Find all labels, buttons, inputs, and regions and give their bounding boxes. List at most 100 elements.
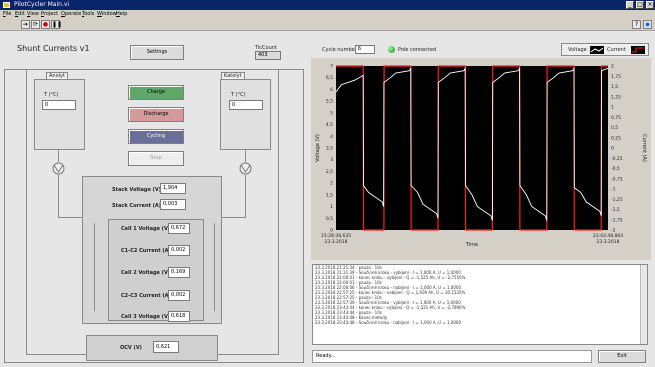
minimize-button[interactable]: _ bbox=[626, 1, 634, 9]
close-button[interactable]: × bbox=[646, 1, 654, 9]
y-tick-label: 0,5 bbox=[326, 216, 333, 222]
c2c3-current-value: 0,002 bbox=[168, 290, 190, 301]
cell-bus-left bbox=[94, 223, 95, 311]
y-tick-label: 4,5 bbox=[326, 122, 333, 128]
window-titlebar: PilotCycler Main.vi _ □ × bbox=[0, 0, 655, 10]
x-axis-label: Time bbox=[465, 242, 478, 248]
log-row: 23.3.2018 21:21:39 - Součinné kroku - vy… bbox=[315, 270, 461, 275]
y-tick-label: 1,5 bbox=[326, 192, 333, 198]
maximize-button[interactable]: □ bbox=[636, 1, 644, 9]
y-tick-label: 2 bbox=[330, 181, 333, 187]
pipe-right-return bbox=[278, 69, 279, 354]
pipe-left-mid bbox=[58, 175, 59, 217]
pipe-left-in bbox=[58, 217, 82, 218]
pipe-right-mid bbox=[245, 175, 246, 217]
cycle-number-label: Cycle number bbox=[322, 47, 357, 53]
pipe-right-in bbox=[222, 217, 246, 218]
help-icon[interactable]: ? bbox=[632, 20, 641, 29]
log-row: 23.3.2018 22:57:25 - konec kroku - nabíj… bbox=[315, 290, 466, 295]
event-log[interactable]: 23.3.2018 21:21:34 - pauza - 10s 23.3.201… bbox=[312, 264, 648, 345]
x-tick-end: 23:43:48,864 bbox=[593, 233, 623, 239]
tick-count-label: TicCount bbox=[255, 45, 277, 51]
menu-edit[interactable]: Edit bbox=[15, 11, 25, 17]
y-axis-label: Voltage (V) bbox=[315, 134, 321, 162]
connected-label: Pole connected bbox=[398, 47, 437, 53]
front-panel: Shunt Currents v1 Settings TicCount 403 … bbox=[0, 31, 655, 367]
chart-legend: Voltage Current bbox=[561, 43, 649, 56]
menu-view[interactable]: View bbox=[27, 11, 39, 17]
menu-help[interactable]: Help bbox=[116, 11, 128, 17]
y-tick-label: 2,5 bbox=[326, 169, 333, 175]
y2-tick-label: 2 bbox=[611, 64, 614, 70]
ocv-label: OCV (V) bbox=[120, 345, 142, 351]
pipe-right-bottom bbox=[218, 354, 279, 355]
panel-title: Shunt Currents v1 bbox=[17, 44, 90, 53]
menu-window[interactable]: Window bbox=[97, 11, 117, 17]
tick-count-value: 403 bbox=[255, 51, 281, 60]
y2-tick-label: 0,25 bbox=[611, 135, 621, 141]
log-row: 23.3.2018 22:00:06 - Součinné kroku - na… bbox=[315, 285, 461, 290]
cycling-button[interactable]: Cycling bbox=[128, 129, 184, 144]
katolyt-tank bbox=[220, 79, 271, 150]
exit-button[interactable]: Exit bbox=[598, 350, 646, 363]
anolyt-tank bbox=[34, 79, 85, 150]
c1c2-current-label: C1-C2 Current (A) bbox=[121, 248, 171, 254]
x-tick-start-date: 23.3.2018 bbox=[325, 239, 348, 245]
menu-tools[interactable]: Tools bbox=[82, 11, 95, 17]
discharge-button[interactable]: Discharge bbox=[128, 107, 184, 122]
cell2-voltage-label: Cell 2 Voltage (V) bbox=[121, 270, 171, 276]
legend-current-swatch bbox=[631, 46, 645, 54]
menu-project[interactable]: Project bbox=[41, 11, 59, 17]
menu-file[interactable]: File bbox=[3, 11, 12, 17]
log-row: 23.3.2018 22:00:01 - konec kroku - vybíj… bbox=[315, 275, 466, 280]
y-tick-label: 3 bbox=[330, 157, 333, 163]
legend-voltage-label: Voltage bbox=[568, 47, 587, 53]
window-title: PilotCycler Main.vi bbox=[14, 1, 70, 8]
voltage-current-chart: 7 6,5 6 5,5 5 4,5 4 3,5 3 2,5 2 1,5 1 0,5 0 2 1,75 1,5 1,2… bbox=[311, 58, 651, 260]
y2-tick-label: -1,25 bbox=[611, 197, 623, 203]
log-row: 23.3.2018 23:43:44 - pauza - 10s bbox=[315, 310, 382, 315]
ocv-block bbox=[86, 335, 218, 361]
run-continuous-icon[interactable]: ⟳ bbox=[31, 20, 40, 29]
legend-current-label: Current bbox=[607, 47, 626, 53]
stop-button[interactable]: Stop bbox=[128, 151, 184, 166]
chart-svg: 7 6,5 6 5,5 5 4,5 4 3,5 3 2,5 2 1,5 1 0,5 0 2 1,75 1,5 1,2… bbox=[315, 64, 647, 249]
toolbar: ➔ ⟳ ● ❚❚ ? ◉ bbox=[0, 19, 655, 31]
y2-tick-label: 1,25 bbox=[611, 94, 621, 100]
y-tick-label: 5 bbox=[330, 110, 333, 116]
log-row: 23.3.2018 23:43:44 - konec kroku - vybíj… bbox=[315, 305, 466, 310]
y2-tick-label: 0,5 bbox=[611, 125, 618, 131]
stack-voltage-label: Stack Voltage (V) bbox=[112, 187, 162, 193]
context-help-icon[interactable]: ◉ bbox=[643, 20, 652, 29]
cell3-voltage-label: Cell 3 Voltage (V) bbox=[121, 314, 171, 320]
log-row: 23.3.2018 22:57:30 - Součinné kroku - vy… bbox=[315, 300, 461, 305]
cell3-voltage-value: 0,618 bbox=[168, 311, 190, 322]
status-bar: Ready... bbox=[312, 350, 592, 363]
y2-tick-label: 0,75 bbox=[611, 115, 621, 121]
y2-tick-label: -0,5 bbox=[611, 166, 620, 172]
run-arrow-icon[interactable]: ➔ bbox=[21, 20, 30, 29]
y2-tick-label: 0 bbox=[611, 146, 614, 152]
y-tick-label: 3,5 bbox=[326, 146, 333, 152]
log-row: 23.3.2018 22:00:01 - pauza - 10s bbox=[315, 280, 382, 285]
settings-button[interactable]: Settings bbox=[130, 45, 184, 60]
cell1-voltage-value: 0,672 bbox=[168, 223, 190, 234]
log-rows: 23.3.2018 21:21:34 - pauza - 10s 23.3.201… bbox=[313, 265, 647, 325]
cell2-voltage-value: 0,169 bbox=[168, 267, 190, 278]
menu-operate[interactable]: Operate bbox=[61, 11, 82, 17]
log-scrollbar[interactable] bbox=[640, 265, 647, 344]
y2-tick-label: 1 bbox=[611, 105, 614, 111]
y-tick-label: 6,5 bbox=[326, 75, 333, 81]
abort-icon[interactable]: ● bbox=[41, 20, 50, 29]
y2-tick-label: -0,25 bbox=[611, 156, 623, 162]
y-tick-label: 6 bbox=[330, 87, 333, 93]
pipe-left-bottom bbox=[26, 354, 86, 355]
y2-tick-label: 1,75 bbox=[611, 74, 621, 80]
charge-button[interactable]: Charge bbox=[128, 85, 184, 100]
log-row: 23.3.2018 23:43:48 - Konec metody bbox=[315, 315, 388, 320]
log-row: 23.3.2018 22:57:25 - pauza - 10s bbox=[315, 295, 382, 300]
pause-icon[interactable]: ❚❚ bbox=[51, 20, 63, 29]
app-icon bbox=[3, 2, 10, 8]
y-tick-label: 5,5 bbox=[326, 99, 333, 105]
pipe-katolyt-down bbox=[245, 150, 246, 162]
